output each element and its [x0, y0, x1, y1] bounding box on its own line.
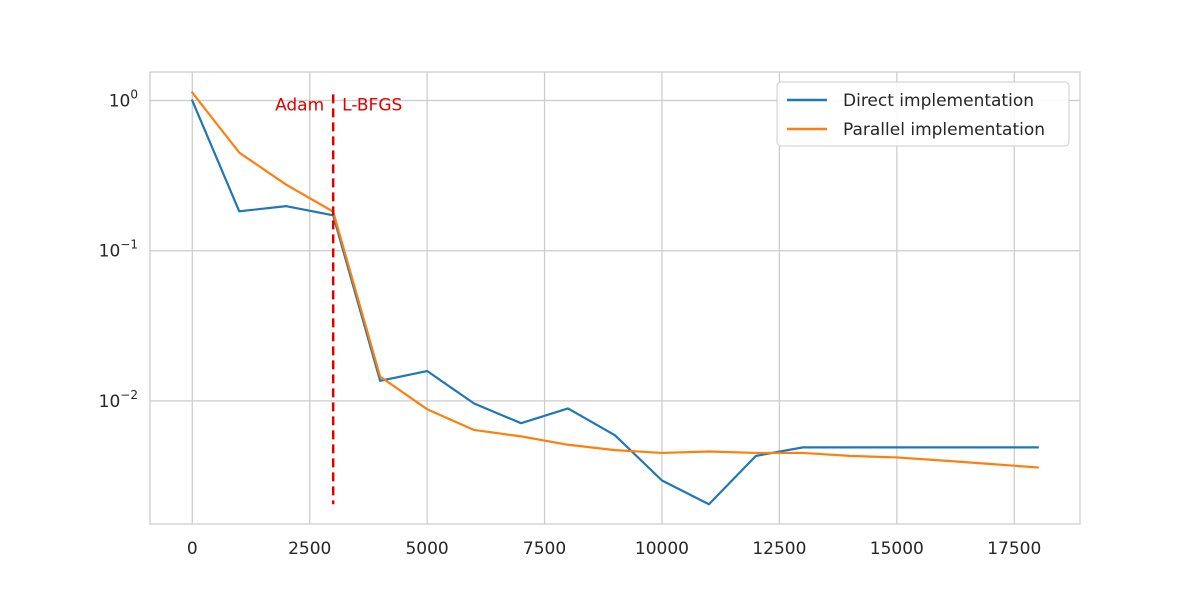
annotation-layer: Adam L-BFGS [275, 94, 402, 505]
x-axis-ticks: 0 2500 5000 7500 10000 12500 15000 17500 [187, 539, 1041, 559]
y-axis-ticks: 100 10−1 10−2 [99, 88, 138, 412]
x-tick-label: 2500 [288, 539, 331, 559]
x-tick-label: 7500 [523, 539, 566, 559]
x-tick-label: 12500 [752, 539, 806, 559]
y-tick-label: 100 [109, 88, 138, 112]
legend-box [776, 81, 1070, 147]
adam-label: Adam [275, 96, 324, 116]
x-tick-label: 10000 [635, 539, 689, 559]
x-tick-label: 15000 [870, 539, 924, 559]
x-tick-label: 17500 [987, 539, 1041, 559]
legend-label: Direct implementation [843, 91, 1034, 111]
grid [150, 72, 1080, 524]
y-tick-label: 10−1 [99, 238, 138, 262]
lbfgs-label: L-BFGS [342, 96, 402, 116]
x-tick-label: 5000 [405, 539, 448, 559]
plot-frame [149, 71, 1081, 525]
x-tick-label: 0 [187, 539, 198, 559]
plot-area-background [150, 72, 1080, 524]
y-tick-label: 10−2 [99, 388, 138, 412]
legend-label: Parallel implementation [843, 120, 1045, 140]
legend: Direct implementation Parallel implementa… [776, 81, 1070, 147]
